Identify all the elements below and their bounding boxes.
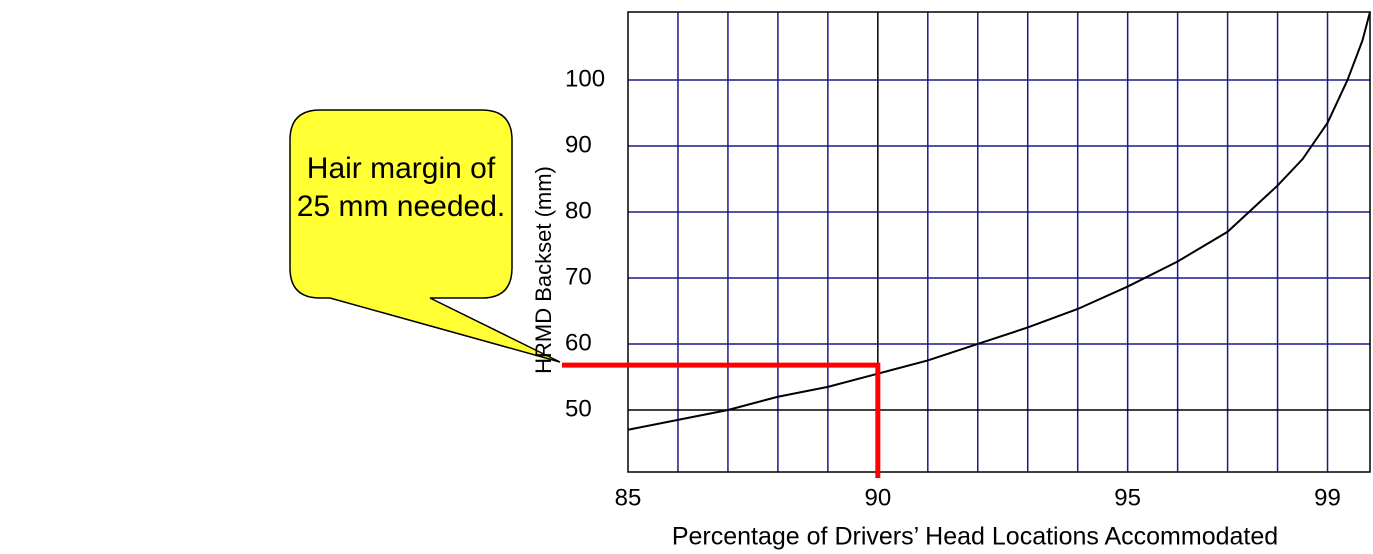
callout: [289, 109, 561, 363]
data-line: [627, 11, 1371, 431]
y-tick-label: 80: [565, 197, 592, 224]
callout-text: Hair margin of: [307, 152, 496, 185]
y-tick-label: 60: [565, 329, 592, 356]
x-axis-label: Percentage of Drivers’ Head Locations Ac…: [672, 523, 1278, 551]
x-tick-label: 95: [1114, 484, 1141, 511]
y-tick-label: 100: [565, 65, 605, 92]
x-tick-label: 99: [1314, 484, 1341, 511]
x-tick-label: 90: [864, 484, 891, 511]
y-tick-label: 50: [565, 395, 592, 422]
reference-line: [562, 362, 881, 478]
x-tick-label: 85: [615, 484, 642, 511]
y-tick-label: 70: [565, 263, 592, 290]
callout-text: 25 mm needed.: [297, 190, 505, 223]
plot-frame: [627, 11, 1371, 473]
y-axis-label: HRMD Backset (mm): [531, 166, 556, 374]
y-tick-label: 90: [565, 131, 592, 158]
